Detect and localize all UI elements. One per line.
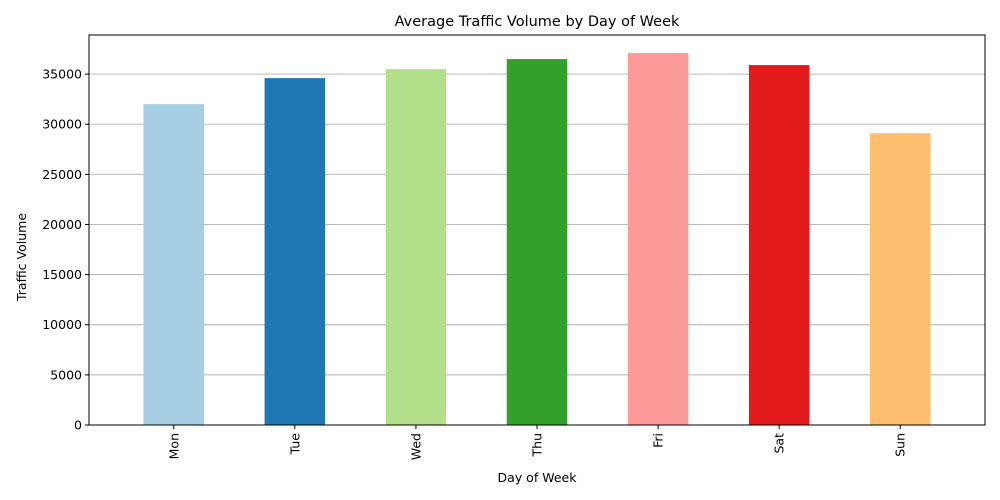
x-tick-label: Sat <box>772 433 787 454</box>
bars <box>143 53 931 426</box>
x-tick-label: Fri <box>651 433 666 448</box>
x-tick-label: Tue <box>287 433 302 456</box>
bar-fri <box>627 53 689 426</box>
y-tick-label: 20000 <box>42 217 82 232</box>
y-tick-label: 10000 <box>42 317 82 332</box>
x-tick-label: Sun <box>893 433 908 457</box>
chart-title: Average Traffic Volume by Day of Week <box>395 14 680 30</box>
x-axis-ticks: Mon Tue Wed Thu Fri Sat Sun <box>166 425 908 460</box>
bar-wed <box>385 69 447 425</box>
x-tick-label: Thu <box>530 433 545 457</box>
bar-mon <box>143 104 205 426</box>
bar-sun <box>869 133 931 425</box>
y-tick-label: 0 <box>74 418 82 433</box>
x-tick-label: Wed <box>408 433 423 460</box>
y-axis-ticks: 0 5000 10000 15000 20000 25000 30000 35000 <box>42 67 89 433</box>
bar-thu <box>506 59 568 425</box>
x-tick-label: Mon <box>166 433 181 459</box>
y-tick-label: 15000 <box>42 267 82 282</box>
y-tick-label: 25000 <box>42 167 82 182</box>
y-tick-label: 5000 <box>50 367 82 382</box>
x-axis-label: Day of Week <box>498 470 578 485</box>
y-axis-label: Traffic Volume <box>14 213 29 302</box>
bar-sat <box>748 65 810 425</box>
bar-tue <box>264 78 326 426</box>
y-tick-label: 30000 <box>42 117 82 132</box>
y-tick-label: 35000 <box>42 67 82 82</box>
